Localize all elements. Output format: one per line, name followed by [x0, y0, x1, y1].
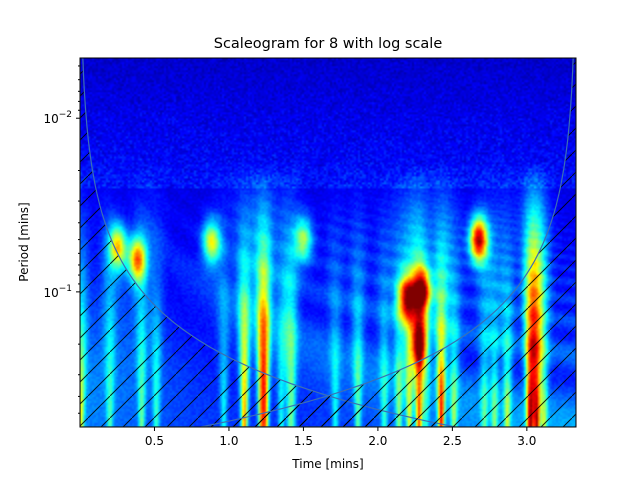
- x-tick-label: 2.5: [443, 434, 462, 448]
- y-axis-label: Period [mins]: [17, 202, 31, 281]
- x-tick-label: 1.0: [219, 434, 238, 448]
- x-tick-label: 3.0: [517, 434, 536, 448]
- cone-of-influence-right: [200, 58, 576, 427]
- x-tick-label: 0.5: [145, 434, 164, 448]
- y-axis: 10−2 10−1: [43, 65, 80, 414]
- cone-of-influence-left: [80, 58, 456, 427]
- x-tick-label: 1.5: [294, 434, 313, 448]
- x-axis: 0.5 1.0 1.5 2.0 2.5 3.0: [145, 427, 536, 448]
- x-tick-label: 2.0: [368, 434, 387, 448]
- plot-frame: [79, 57, 577, 428]
- y-tick-label: 10−1: [43, 284, 72, 300]
- chart-title: Scaleogram for 8 with log scale: [214, 36, 443, 52]
- x-axis-label: Time [mins]: [291, 457, 363, 471]
- y-tick-label: 10−2: [43, 110, 72, 126]
